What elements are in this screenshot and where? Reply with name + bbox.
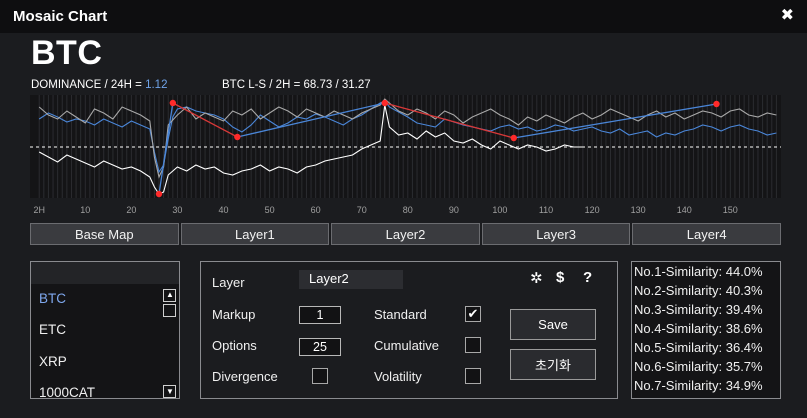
x-tick-label: 30 xyxy=(172,205,182,215)
layer-label: Layer xyxy=(212,275,245,290)
dominance-label: DOMINANCE / 24H = xyxy=(31,79,146,91)
similarity-row[interactable]: No.3-Similarity: 39.4% xyxy=(634,302,763,317)
trend-segment xyxy=(172,102,238,138)
x-tick-label: 100 xyxy=(492,205,507,215)
trend-segment xyxy=(237,102,385,138)
dominance-value: 1.12 xyxy=(145,79,168,91)
coin-list-item-btc[interactable]: BTC xyxy=(39,291,66,306)
cumulative-label: Cumulative xyxy=(374,338,440,353)
reset-button[interactable]: 초기화 xyxy=(510,349,596,380)
x-tick-label: 70 xyxy=(357,205,367,215)
series-line-2 xyxy=(38,98,777,179)
layer-select[interactable]: Layer2 xyxy=(299,270,403,289)
similarity-row[interactable]: No.4-Similarity: 38.6% xyxy=(634,321,763,336)
divergence-label: Divergence xyxy=(212,369,278,384)
chevron-up-icon: ▲ xyxy=(166,290,174,299)
gear-icon[interactable]: ✲ xyxy=(530,270,543,287)
coin-list-item-etc[interactable]: ETC xyxy=(39,322,66,337)
x-tick-label: 40 xyxy=(219,205,229,215)
x-tick-label: 20 xyxy=(126,205,136,215)
scroll-down-button[interactable]: ▼ xyxy=(163,385,176,398)
x-tick-label: 10 xyxy=(80,205,90,215)
x-tick-label: 110 xyxy=(539,205,553,215)
x-tick-label: 50 xyxy=(265,205,275,215)
ls-value: 68.73 / 31.27 xyxy=(303,79,371,91)
standard-label: Standard xyxy=(374,307,427,322)
layer-settings-panel: Layer Layer2 ✲ $ ? Markup 1 Options 25 D… xyxy=(200,261,618,399)
similarity-row[interactable]: No.2-Similarity: 40.3% xyxy=(634,283,763,298)
scroll-track[interactable] xyxy=(163,304,176,317)
similarity-row[interactable]: No.1-Similarity: 44.0% xyxy=(634,264,763,279)
layer4-button[interactable]: Layer4 xyxy=(632,223,781,245)
layer-button-row: Base Map Layer1 Layer2 Layer3 Layer4 xyxy=(30,223,781,245)
coin-list-item-xrp[interactable]: XRP xyxy=(39,354,67,369)
pivot-marker xyxy=(234,133,241,141)
cumulative-checkbox[interactable] xyxy=(465,337,481,353)
similarity-list: No.1-Similarity: 44.0% No.2-Similarity: … xyxy=(631,261,781,399)
standard-checkbox[interactable]: ✔ xyxy=(465,306,481,322)
x-tick-label: 60 xyxy=(311,205,321,215)
coin-list-header xyxy=(31,262,179,284)
trend-segment xyxy=(384,102,514,139)
layer2-button[interactable]: Layer2 xyxy=(331,223,480,245)
x-tick-label: 120 xyxy=(585,205,600,215)
scroll-up-button[interactable]: ▲ xyxy=(163,289,176,302)
x-tick-label: 150 xyxy=(723,205,738,215)
options-label: Options xyxy=(212,338,257,353)
base-map-button[interactable]: Base Map xyxy=(30,223,179,245)
similarity-row[interactable]: No.6-Similarity: 35.7% xyxy=(634,359,763,374)
title-bar: Mosaic Chart ✖ xyxy=(0,0,807,33)
coin-list: BTC ETC XRP 1000CAT ▲ ▼ xyxy=(30,261,180,399)
trend-segment xyxy=(158,102,174,195)
divergence-checkbox[interactable] xyxy=(312,368,328,384)
x-tick-label: 90 xyxy=(449,205,459,215)
dollar-icon[interactable]: $ xyxy=(556,269,565,286)
x-tick-label: 130 xyxy=(631,205,646,215)
series-line-3 xyxy=(38,104,583,195)
similarity-row[interactable]: No.5-Similarity: 36.4% xyxy=(634,340,763,355)
series-line-1 xyxy=(38,100,777,174)
window-title: Mosaic Chart xyxy=(13,8,108,25)
trend-segment xyxy=(513,103,717,139)
markup-input[interactable]: 1 xyxy=(299,306,341,324)
save-button[interactable]: Save xyxy=(510,309,596,340)
pivot-marker xyxy=(381,99,388,107)
pivot-marker xyxy=(713,100,720,108)
long-short-ratio: BTC L-S / 2H = 68.73 / 31.27 xyxy=(222,79,371,91)
pivot-marker xyxy=(155,190,163,198)
coin-title: BTC xyxy=(31,34,103,72)
layer3-button[interactable]: Layer3 xyxy=(481,223,631,245)
mosaic-chart[interactable]: 2H 10 20 30 40 50 60 70 80 90 100 110 120 130 140 150 xyxy=(0,93,807,217)
help-icon[interactable]: ? xyxy=(583,269,593,286)
similarity-row[interactable]: No.7-Similarity: 34.9% xyxy=(634,378,763,393)
x-tick-label: 140 xyxy=(677,205,692,215)
coin-list-item-1000cat[interactable]: 1000CAT xyxy=(39,385,96,399)
volatility-label: Volatility xyxy=(374,369,422,384)
ls-label: BTC L-S / 2H = xyxy=(222,79,304,91)
options-input[interactable]: 25 xyxy=(299,338,341,356)
close-icon[interactable]: ✖ xyxy=(780,7,794,24)
pivot-marker xyxy=(169,99,177,107)
x-tick-label: 2H xyxy=(33,205,45,215)
volatility-checkbox[interactable] xyxy=(465,368,481,384)
layer1-button[interactable]: Layer1 xyxy=(180,223,330,245)
x-tick-label: 80 xyxy=(403,205,413,215)
pivot-marker xyxy=(510,134,517,142)
chevron-down-icon: ▼ xyxy=(166,387,174,396)
stats-line: DOMINANCE / 24H = 1.12 BTC L-S / 2H = 68… xyxy=(31,79,371,91)
markup-label: Markup xyxy=(212,307,256,322)
